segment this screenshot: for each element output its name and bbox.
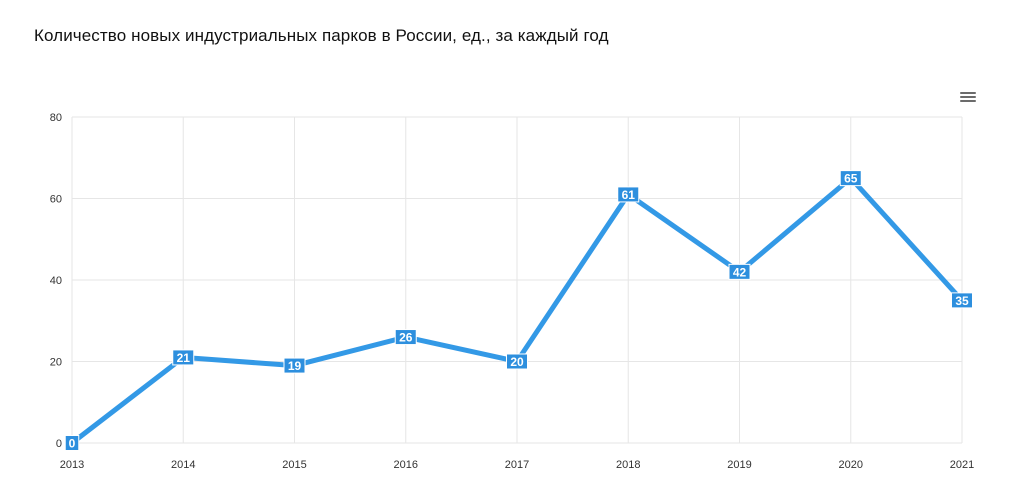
hamburger-menu-icon[interactable] [960,92,976,104]
data-label-box [728,263,751,280]
x-tick-label: 2021 [950,459,974,471]
x-tick-label: 2020 [839,459,863,471]
data-label-box [506,353,528,370]
menu-bar [960,100,976,102]
data-label-box [283,357,306,374]
x-tick-label: 2016 [394,459,418,471]
y-tick-label: 20 [50,357,62,369]
data-label: 61 [622,188,636,202]
data-label: 42 [733,265,747,279]
data-label-box [394,329,417,346]
y-tick-label: 40 [50,275,62,287]
data-labels: 0 21 19 26 20 61 42 65 35 [64,170,973,451]
x-tick-label: 2019 [727,459,751,471]
data-label: 26 [399,331,413,345]
data-label-box [617,186,640,203]
menu-bar [960,92,976,94]
data-label-box [172,349,195,366]
data-label-box [839,170,862,187]
grid-lines [71,116,963,444]
x-tick-label: 2017 [505,459,529,471]
menu-bar [960,96,976,98]
y-tick-label: 0 [56,438,62,450]
data-label-box [951,292,973,309]
chart-title: Количество новых индустриальных парков в… [34,26,609,45]
x-tick-label: 2018 [616,459,640,471]
data-label: 21 [177,351,191,365]
data-label: 0 [69,437,76,451]
data-label: 65 [844,172,858,186]
x-tick-label: 2015 [282,459,306,471]
x-tick-label: 2014 [171,459,195,471]
data-label-box [64,435,80,451]
data-label: 35 [955,294,969,308]
y-tick-label: 60 [50,194,62,206]
y-tick-label: 80 [50,112,62,124]
data-label: 20 [510,355,524,369]
data-label: 19 [288,359,302,373]
x-tick-label: 2013 [60,459,84,471]
